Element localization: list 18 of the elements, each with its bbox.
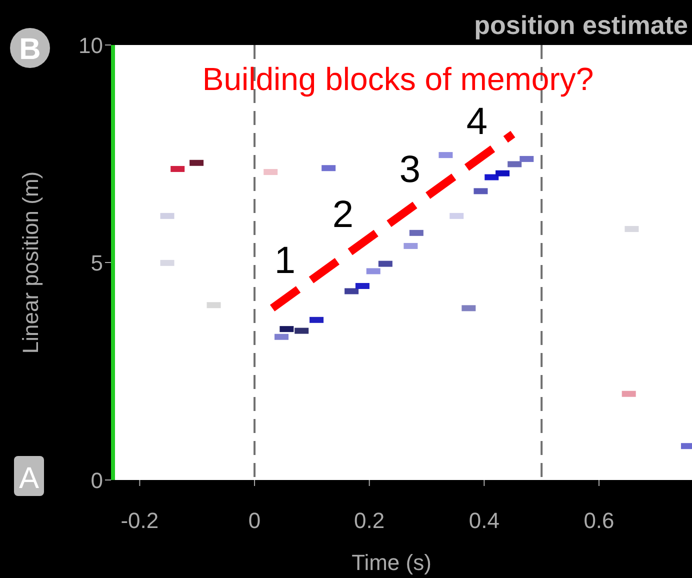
y-axis-title: Linear position (m) — [18, 171, 43, 354]
x-tick-label: 0.6 — [584, 508, 614, 533]
y-tick-label: 10 — [78, 33, 103, 58]
x-axis-title: Time (s) — [352, 550, 432, 575]
annotation: 1 — [274, 240, 296, 282]
chart-title: position estimate — [474, 10, 688, 40]
x-tick-label: 0.4 — [468, 508, 500, 533]
x-tick-label: -0.2 — [120, 508, 159, 533]
annotation: 2 — [332, 194, 354, 236]
y-tick-label: 5 — [90, 250, 103, 276]
x-tick-label: 0 — [248, 508, 261, 533]
annotation: 4 — [466, 101, 488, 143]
text: B — [19, 33, 41, 66]
x-tick-label: 0.2 — [354, 508, 385, 533]
y-tick-label: 0 — [90, 468, 103, 493]
text: A — [18, 462, 40, 495]
annotation: Building blocks of memory? — [202, 61, 594, 97]
annotation: 3 — [399, 149, 421, 191]
